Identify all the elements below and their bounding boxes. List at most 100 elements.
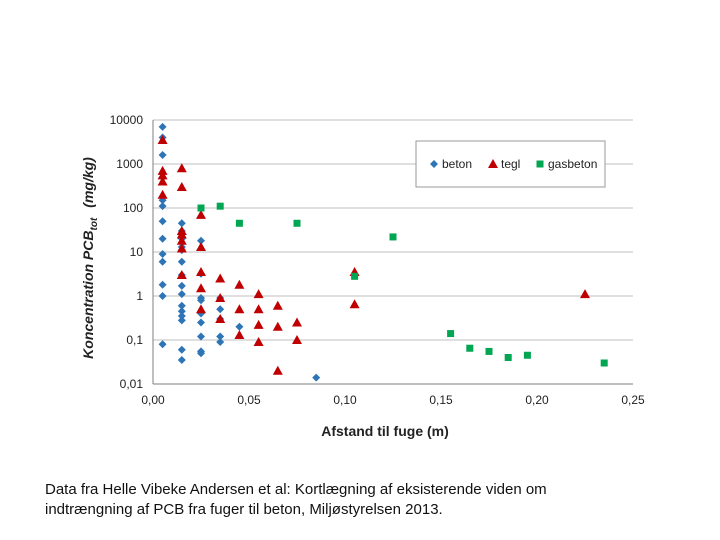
x-tick-label: 0,15 — [429, 393, 453, 407]
beton-point — [158, 122, 167, 131]
beton-point — [158, 257, 167, 266]
tegl-point — [580, 289, 590, 299]
data-points — [157, 122, 608, 382]
beton-point — [197, 349, 205, 358]
tegl-point — [234, 329, 245, 339]
axes: 0,01 0,1 1 10 100 1000 10000 0,00 0,05 0,10 0,15 0,… — [110, 113, 645, 407]
tegl-point — [196, 267, 206, 277]
y-axis-title-unit: (mg/kg) — [80, 157, 96, 208]
x-tick-label: 0,00 — [141, 393, 165, 407]
tegl-point — [176, 182, 187, 192]
y-tick-label: 100 — [123, 201, 143, 215]
beton-point — [197, 296, 205, 305]
x-axis-title: Afstand til fuge (m) — [321, 423, 449, 439]
tegl-point — [253, 319, 264, 329]
beton-point — [177, 356, 186, 365]
tegl-point — [292, 317, 302, 327]
beton-point — [177, 290, 186, 299]
legend-marker-gasbeton — [536, 160, 544, 168]
legend: beton tegl gasbeton — [415, 140, 606, 188]
tegl-point — [176, 270, 187, 280]
gasbeton-point — [447, 330, 455, 338]
tegl-point — [215, 273, 226, 283]
beton-point — [158, 250, 167, 259]
tegl-point — [272, 365, 283, 375]
gasbeton-point — [466, 344, 474, 352]
beton-point — [177, 301, 186, 310]
legend-marker-tegl — [488, 159, 498, 168]
tegl-point — [196, 283, 206, 293]
tegl-point — [253, 337, 264, 347]
tegl-point — [272, 300, 283, 310]
gasbeton-point — [504, 354, 512, 362]
beton-point — [177, 316, 186, 325]
legend-label-gasbeton: gasbeton — [548, 157, 597, 171]
tegl-point — [157, 189, 168, 199]
x-tick-label: 0,20 — [525, 393, 549, 407]
legend-box — [415, 140, 606, 188]
beton-point — [197, 332, 205, 341]
tegl-point — [253, 289, 264, 299]
legend-marker-beton — [430, 160, 438, 168]
gasbeton-point — [485, 347, 493, 355]
tegl-point — [349, 299, 360, 309]
y-tick-label: 1000 — [116, 157, 143, 171]
gridlines — [153, 119, 633, 341]
beton-point — [216, 332, 225, 341]
beton-point — [216, 338, 225, 347]
tegl-point — [176, 229, 187, 239]
y-tick-label: 0,1 — [126, 333, 143, 347]
beton-point — [312, 373, 321, 382]
source-caption: Data fra Helle Vibeke Andersen et al: Ko… — [45, 480, 645, 520]
tegl-point — [176, 163, 187, 173]
y-tick-label: 10000 — [110, 113, 144, 127]
x-tick-label: 0,05 — [237, 393, 261, 407]
beton-point — [177, 312, 186, 321]
legend-label-beton: beton — [442, 157, 472, 171]
beton-point — [177, 219, 186, 228]
tegl-point — [196, 241, 206, 251]
gasbeton-point — [235, 219, 243, 227]
gasbeton-point — [216, 202, 224, 210]
tegl-point — [215, 293, 226, 303]
beton-point — [197, 318, 205, 327]
beton-point — [197, 236, 205, 245]
tegl-point — [272, 321, 283, 331]
beton-point — [158, 292, 167, 300]
beton-point — [216, 305, 225, 314]
tegl-point — [176, 243, 187, 253]
tegl-point — [292, 335, 302, 344]
tegl-point — [157, 176, 168, 186]
gasbeton-point — [600, 359, 608, 367]
y-tick-label: 1 — [136, 289, 143, 303]
tegl-point — [253, 304, 264, 314]
legend-label-tegl: tegl — [501, 157, 520, 171]
gasbeton-point — [351, 272, 359, 280]
gasbeton-point — [523, 351, 531, 359]
beton-point — [177, 257, 186, 266]
scatter-chart: 0,01 0,1 1 10 100 1000 10000 0,00 0,05 0,10 0,15 0,… — [80, 113, 645, 439]
tegl-point — [157, 170, 168, 180]
y-tick-label: 0,01 — [120, 377, 144, 391]
beton-point — [177, 307, 186, 316]
y-axis-title-main: Koncentration PCB — [80, 231, 96, 359]
caption-line-2: indtrængning af PCB fra fuger til beton,… — [45, 501, 443, 518]
y-tick-label: 10 — [130, 245, 144, 259]
beton-point — [177, 281, 186, 290]
caption-line-1: Data fra Helle Vibeke Andersen et al: Ko… — [45, 481, 547, 498]
y-axis-title: Koncentration PCBtot (mg/kg) — [80, 157, 100, 359]
beton-point — [177, 345, 186, 354]
beton-point — [235, 322, 244, 331]
beton-point — [158, 202, 167, 211]
tegl-point — [157, 165, 168, 175]
beton-point — [158, 280, 167, 289]
tegl-point — [157, 135, 168, 145]
gasbeton-point — [197, 204, 205, 212]
tegl-point — [176, 235, 187, 245]
tegl-point — [234, 279, 245, 289]
tegl-point — [215, 314, 226, 324]
gasbeton-point — [389, 233, 397, 241]
beton-point — [158, 151, 167, 160]
tegl-point — [196, 209, 206, 219]
y-axis-title-sub: tot — [89, 217, 100, 230]
